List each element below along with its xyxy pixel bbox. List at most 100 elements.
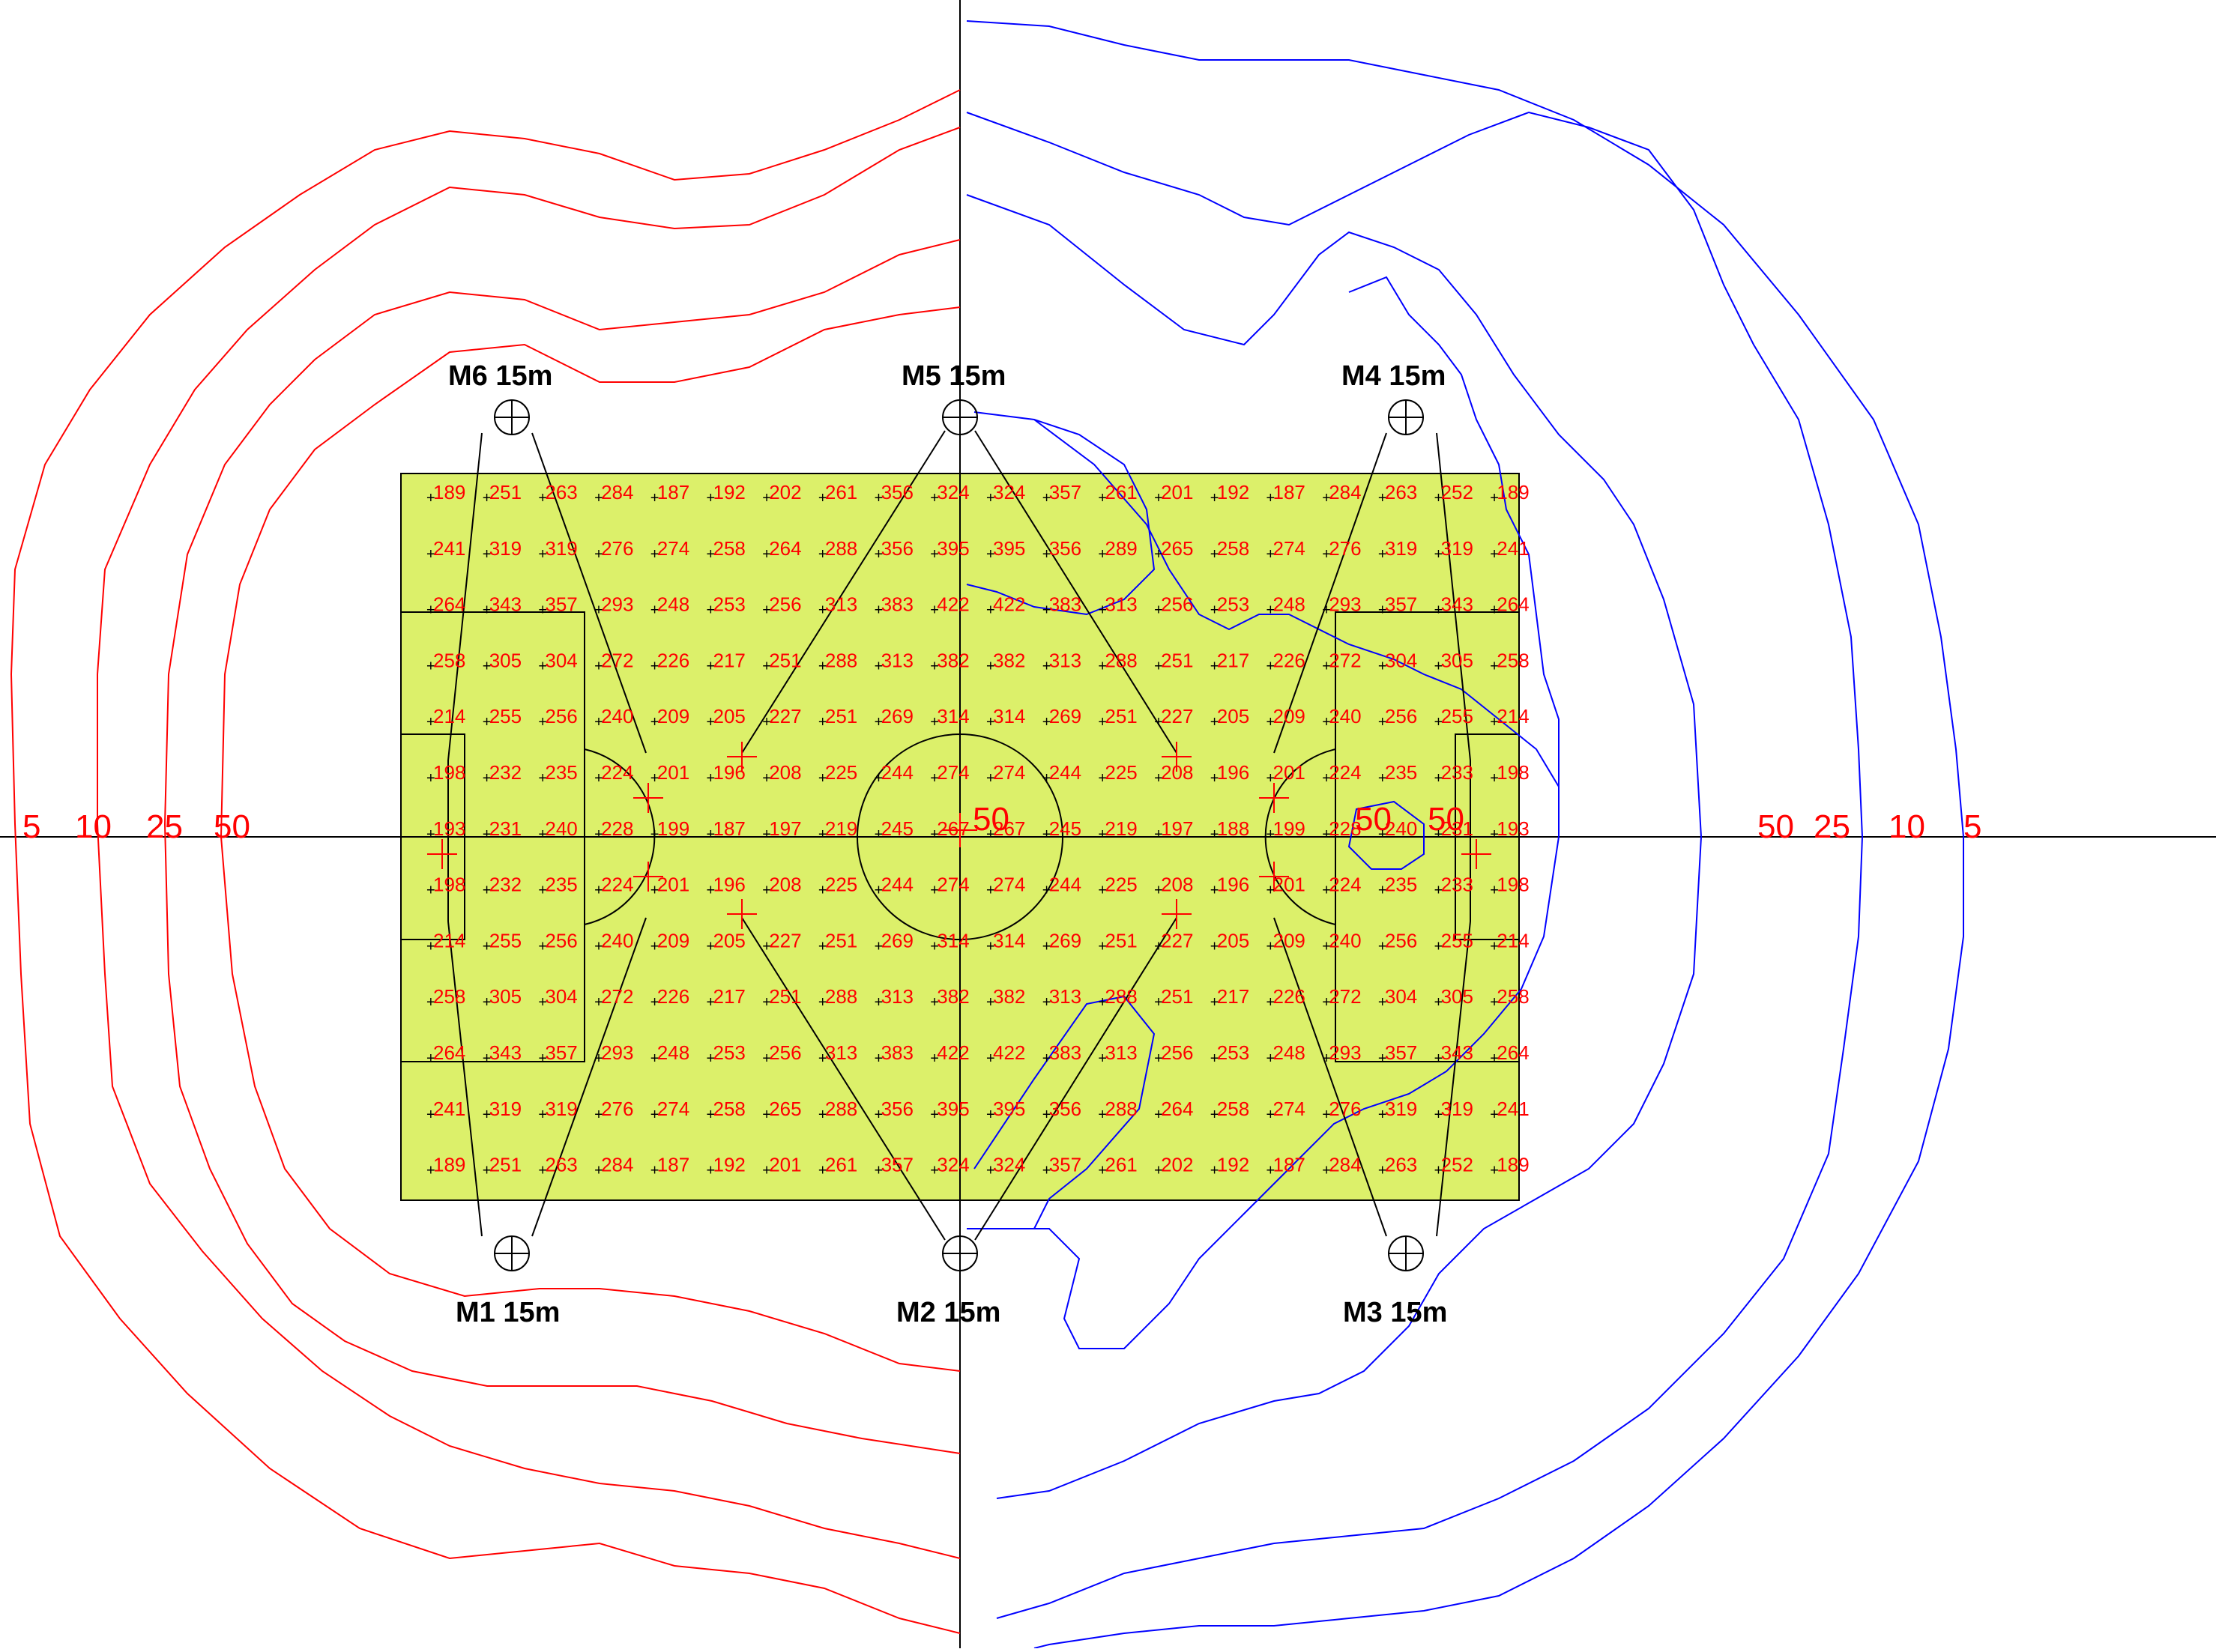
grid-point-marker: + [1434,994,1443,1011]
grid-point-marker: + [707,883,716,899]
grid-point-marker: + [762,994,771,1011]
illuminance-value: 274 [937,874,969,896]
illuminance-value: 240 [1385,817,1417,840]
grid-point-marker: + [986,883,995,899]
grid-point-marker: + [1154,714,1163,730]
contour-label-left: 50 [214,808,250,845]
illuminance-value: 228 [601,817,633,840]
illuminance-value: 228 [1329,817,1361,840]
illuminance-value: 201 [1273,761,1305,784]
illuminance-value: 241 [433,1098,465,1120]
contour-label-left: 25 [146,808,183,845]
illuminance-value: 241 [1497,1098,1529,1120]
illuminance-value: 289 [1105,537,1137,560]
grid-point-marker: + [875,1050,884,1067]
illuminance-value: 253 [713,593,746,616]
mast-m5[interactable] [942,399,978,435]
illuminance-value: 224 [1329,761,1361,784]
grid-point-marker: + [1098,658,1107,674]
grid-point-marker: + [1154,658,1163,674]
illuminance-value: 304 [545,649,577,671]
illuminance-value: 198 [433,761,465,784]
grid-point-marker: + [1042,883,1051,899]
illuminance-value: 226 [1273,985,1305,1008]
illuminance-value: 196 [713,874,746,896]
illuminance-value: 227 [1161,929,1193,951]
grid-point-marker: + [1322,770,1331,787]
illuminance-value: 244 [881,761,914,784]
mast-m1[interactable] [494,1235,530,1271]
illuminance-value: 261 [1105,481,1137,503]
aiming-point-marker [1162,899,1192,929]
illuminance-value: 240 [601,705,633,727]
mast-m2[interactable] [942,1235,978,1271]
grid-point-marker: + [986,714,995,730]
illuminance-value: 264 [1161,1098,1193,1120]
illuminance-value: 383 [1049,593,1081,616]
illuminance-value: 313 [881,985,914,1008]
illuminance-value: 272 [1329,985,1361,1008]
illuminance-value: 264 [1497,593,1529,616]
grid-point-marker: + [594,658,603,674]
illuminance-value: 209 [657,705,689,727]
grid-point-marker: + [538,770,547,787]
grid-point-marker: + [707,1050,716,1067]
illuminance-value: 276 [1329,1098,1361,1120]
grid-point-marker: + [930,938,939,954]
mast-icon [495,1236,529,1271]
mast-m6[interactable] [494,399,530,435]
illuminance-value: 251 [1161,985,1193,1008]
grid-point-marker: + [1042,490,1051,506]
illuminance-value: 305 [1441,985,1473,1008]
grid-point-marker: + [762,714,771,730]
grid-point-marker: + [1042,714,1051,730]
aiming-point-marker [633,862,663,892]
grid-point-marker: + [1154,1050,1163,1067]
illuminance-value: 227 [1161,705,1193,727]
illuminance-value: 187 [713,817,746,840]
illuminance-value: 253 [713,1041,746,1064]
aiming-line-m6 [447,432,483,922]
mast-m4[interactable] [1388,399,1424,435]
illuminance-value: 263 [545,481,577,503]
grid-point-marker: + [1154,938,1163,954]
grid-point-marker: + [538,602,547,619]
grid-point-marker: + [1322,490,1331,506]
aiming-point-marker [943,813,977,847]
grid-point-marker: + [1434,770,1443,787]
grid-point-marker: + [818,602,827,619]
grid-point-marker: + [1322,546,1331,563]
illuminance-value: 208 [769,761,801,784]
grid-point-marker: + [762,490,771,506]
left-contour-50 [220,306,961,1372]
illuminance-value: 382 [937,649,969,671]
grid-point-marker: + [538,1107,547,1123]
illuminance-value: 272 [601,649,633,671]
right-contour-center-hex [1347,800,1425,870]
grid-point-marker: + [1210,1107,1219,1123]
grid-point-marker: + [762,546,771,563]
grid-point-marker: + [707,826,716,843]
grid-point-marker: + [1322,714,1331,730]
illuminance-value: 264 [433,593,465,616]
illuminance-value: 224 [601,761,633,784]
illuminance-value: 225 [1105,874,1137,896]
illuminance-value: 205 [1217,929,1249,951]
grid-point-marker: + [986,490,995,506]
right-contour-50-outer-loop [997,419,1560,1349]
grid-point-marker: + [762,938,771,954]
grid-point-marker: + [1490,826,1499,843]
illuminance-value: 269 [881,705,914,727]
contour-label-right: 50 [1757,808,1794,845]
grid-point-marker: + [1266,1107,1275,1123]
illuminance-value: 343 [1441,1041,1473,1064]
grid-point-marker: + [650,714,659,730]
illuminance-value: 252 [1441,1154,1473,1176]
mast-m3[interactable] [1388,1235,1424,1271]
aiming-line-m1 [447,921,483,1237]
grid-point-marker: + [818,490,827,506]
illuminance-value: 357 [545,1041,577,1064]
grid-point-marker: + [426,883,435,899]
grid-point-marker: + [1490,1163,1499,1179]
illuminance-value: 305 [489,649,522,671]
